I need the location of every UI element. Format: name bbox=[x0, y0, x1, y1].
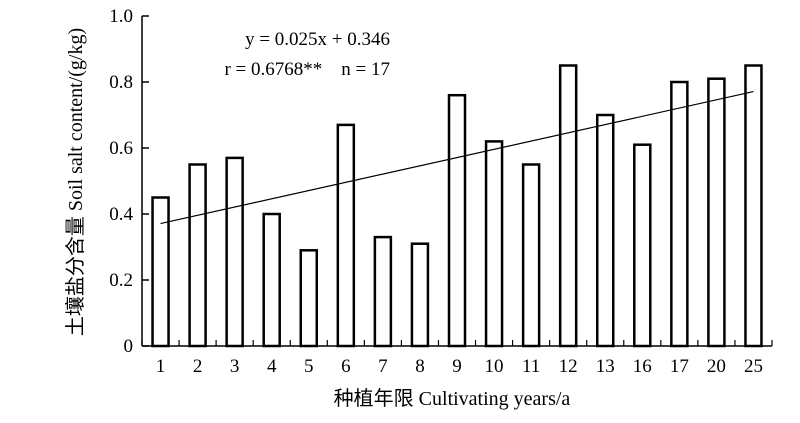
x-tick-label: 11 bbox=[522, 356, 540, 377]
bar bbox=[225, 156, 244, 348]
x-tick-label: 20 bbox=[707, 356, 726, 377]
bar bbox=[336, 123, 356, 348]
bars bbox=[151, 64, 763, 348]
x-axis-title: 种植年限 Cultivating years/a bbox=[334, 387, 571, 410]
y-axis-title: 土壤盐分含量 Soil salt content/(g/kg) bbox=[64, 28, 87, 336]
bar bbox=[188, 163, 207, 348]
bar bbox=[262, 212, 281, 348]
y-tick-label: 0 bbox=[124, 336, 134, 357]
y-tick-labels: 0 0.2 0.4 0.6 0.8 1.0 bbox=[109, 6, 133, 357]
trend-line-group bbox=[160, 90, 754, 225]
y-tick-label: 0.2 bbox=[109, 270, 133, 291]
bar bbox=[521, 163, 541, 348]
y-tick-label: 1.0 bbox=[109, 6, 133, 27]
x-tick-label: 4 bbox=[267, 356, 277, 377]
bar bbox=[707, 77, 726, 348]
bar bbox=[447, 93, 467, 348]
x-tick-labels: 1 2 3 4 5 6 7 8 9 10 11 12 13 16 17 20 25 bbox=[156, 356, 763, 377]
bar bbox=[633, 143, 652, 348]
x-tick-label: 5 bbox=[304, 356, 314, 377]
equation-annotation: y = 0.025x + 0.346 bbox=[245, 29, 390, 50]
x-tick-label: 1 bbox=[156, 356, 166, 377]
bar bbox=[410, 242, 430, 348]
y-tick-label: 0.4 bbox=[109, 204, 133, 225]
y-tick-label: 0.6 bbox=[109, 138, 133, 159]
bar bbox=[484, 140, 504, 348]
bar bbox=[744, 64, 763, 348]
x-tick-label: 13 bbox=[596, 356, 615, 377]
x-tick-label: 17 bbox=[670, 356, 689, 377]
bar bbox=[670, 80, 689, 348]
stats-annotation: r = 0.6768** n = 17 bbox=[224, 59, 390, 80]
x-tick-label: 6 bbox=[341, 356, 351, 377]
x-tick-label: 3 bbox=[230, 356, 240, 377]
x-tick-label: 25 bbox=[744, 356, 763, 377]
x-tick-label: 7 bbox=[378, 356, 388, 377]
bar bbox=[299, 249, 319, 348]
x-tick-label: 2 bbox=[193, 356, 203, 377]
x-tick-label: 8 bbox=[415, 356, 425, 377]
x-tick-label: 10 bbox=[485, 356, 504, 377]
x-tick-label: 9 bbox=[452, 356, 462, 377]
bar bbox=[558, 64, 578, 348]
trend-line bbox=[160, 90, 754, 225]
x-tick-label: 12 bbox=[559, 356, 578, 377]
x-tick-label: 16 bbox=[633, 356, 652, 377]
axes bbox=[141, 15, 773, 347]
bar bbox=[595, 113, 615, 348]
bar bbox=[151, 196, 170, 348]
bar bbox=[373, 235, 393, 348]
y-tick-label: 0.8 bbox=[109, 72, 133, 93]
